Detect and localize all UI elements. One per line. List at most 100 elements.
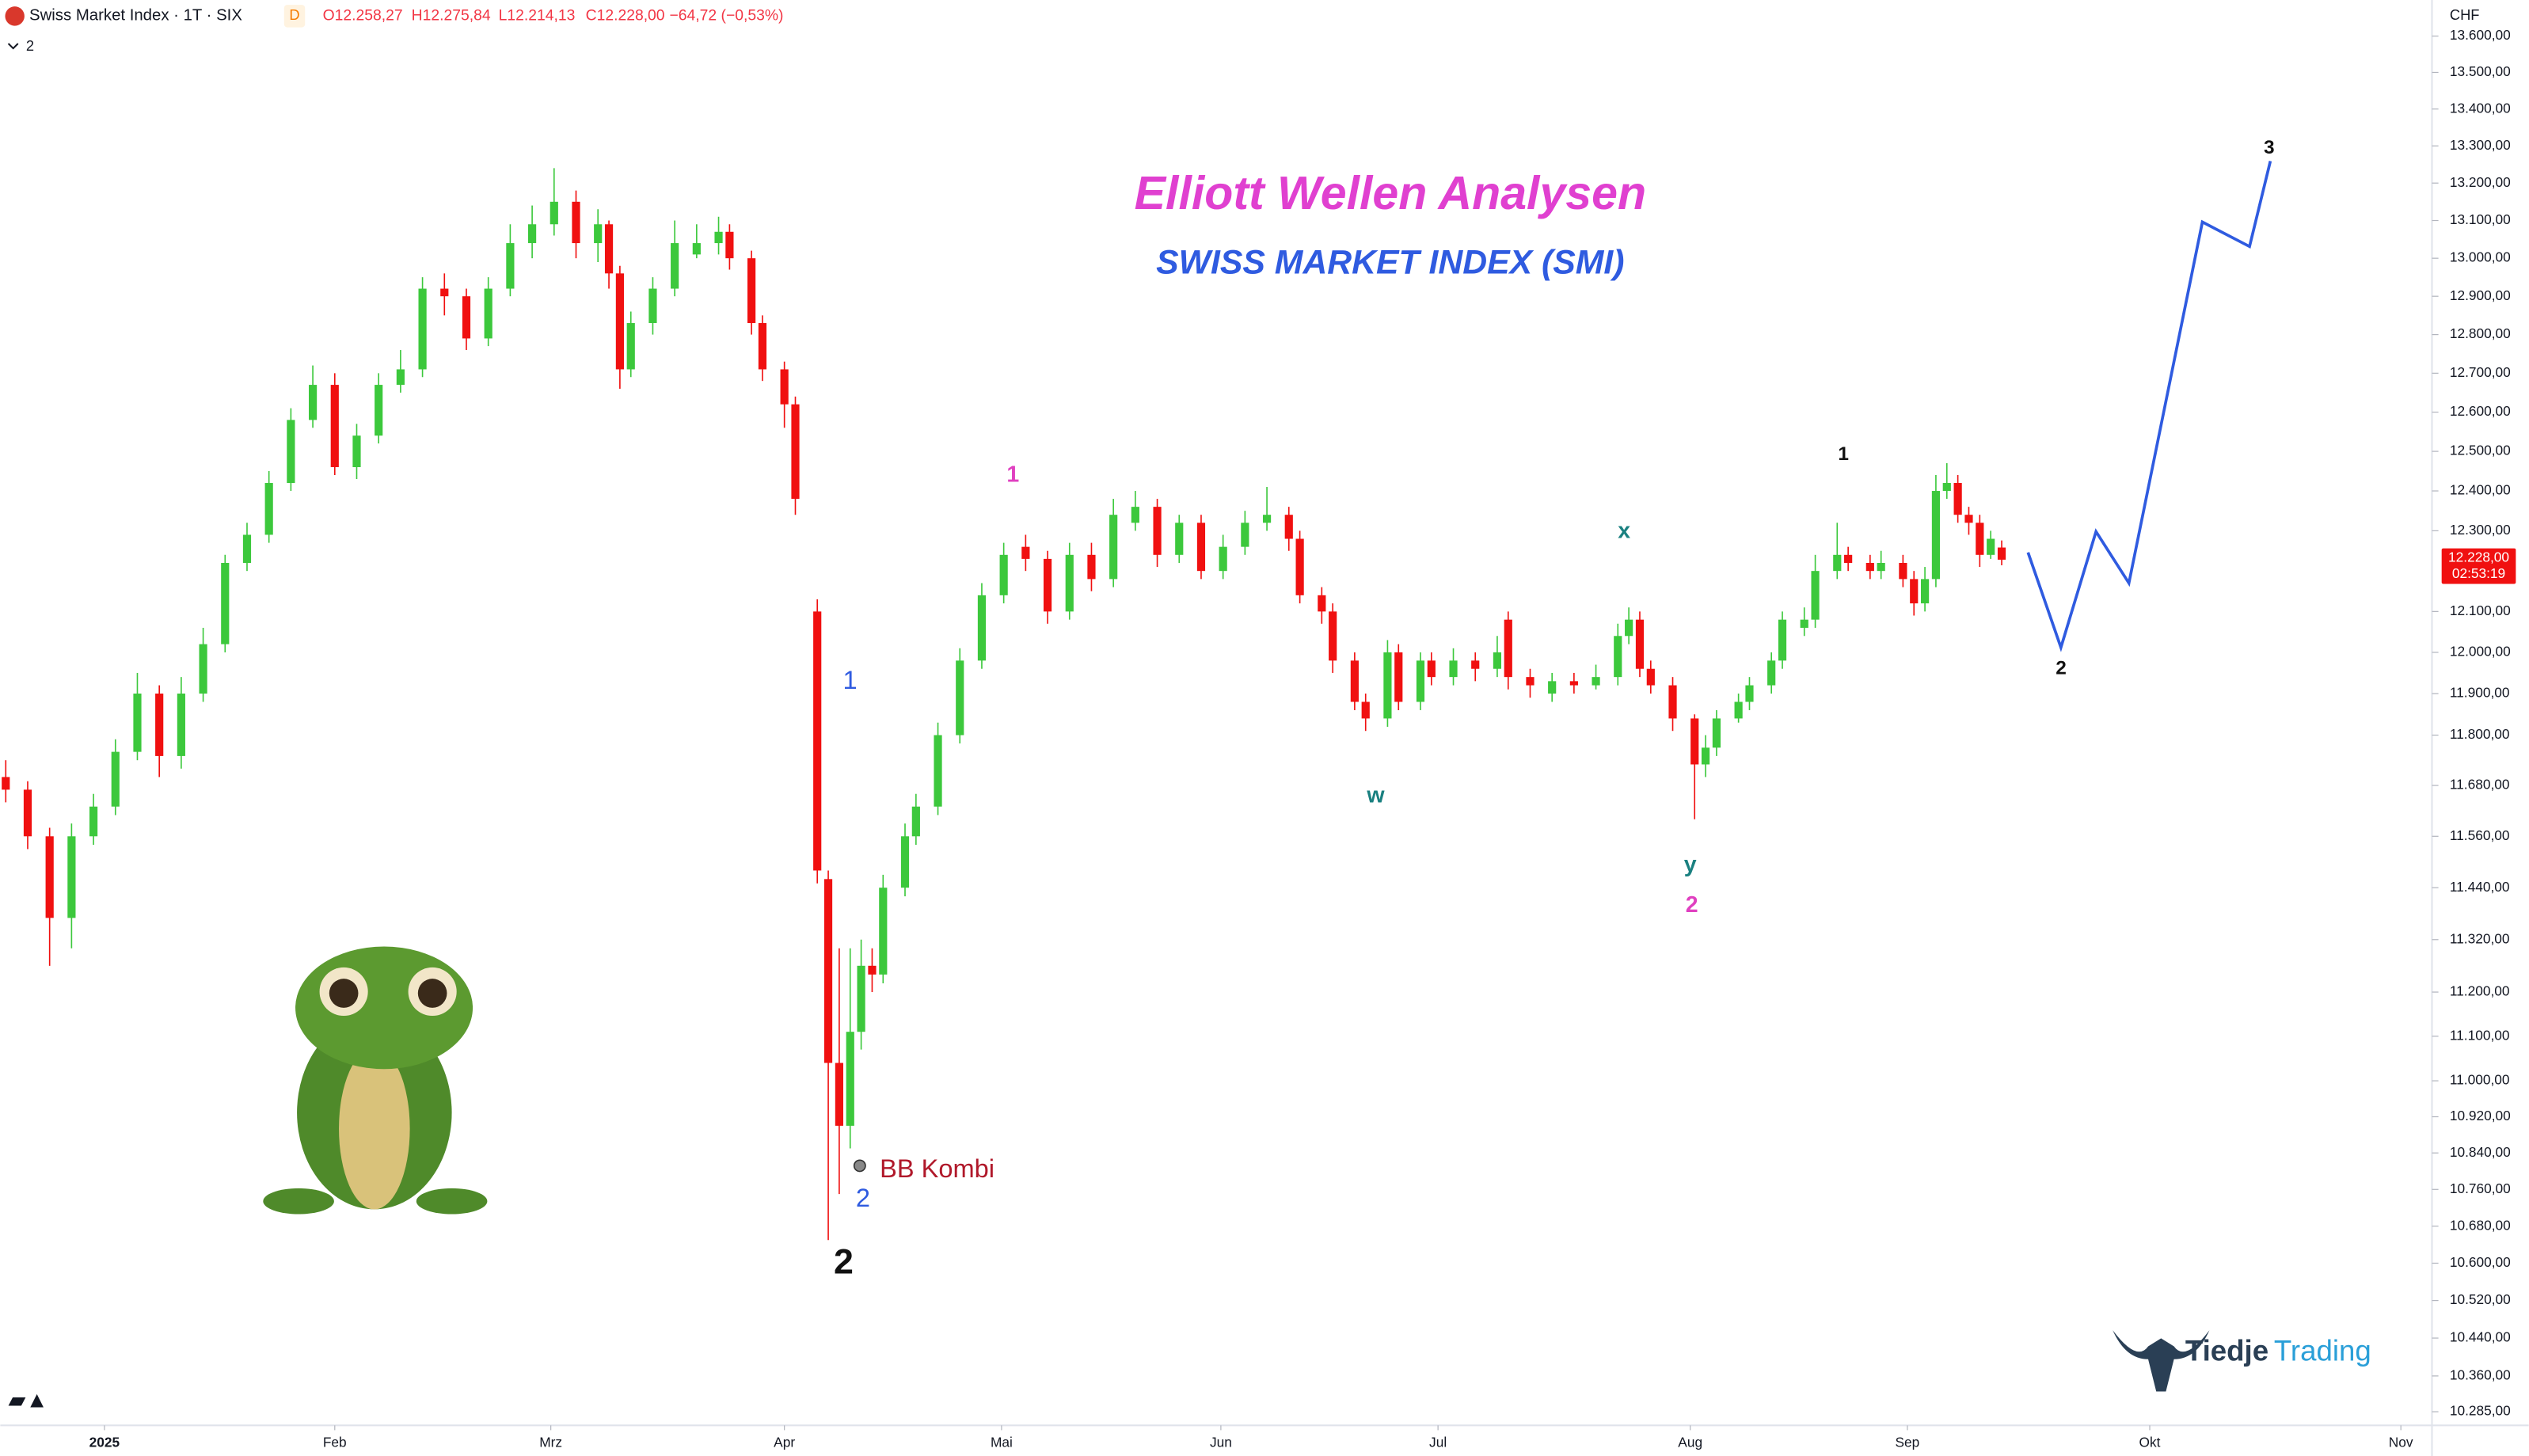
candle-body [1175, 523, 1184, 555]
candle-body [1383, 652, 1392, 719]
candle-body [111, 751, 120, 807]
candle-body [868, 965, 877, 975]
candle-body [1865, 562, 1874, 572]
candle-body [1241, 523, 1249, 547]
badge [283, 5, 306, 28]
candle-body [714, 231, 723, 244]
y-tick-label: 11.900,00 [2450, 685, 2510, 701]
y-tick-label: 11.440,00 [2450, 879, 2510, 895]
wave-label: 2 [856, 1184, 870, 1212]
candle-body [242, 534, 252, 563]
brand-logo: Tiedje Trading [2113, 1330, 2371, 1392]
candle-body [1953, 483, 1962, 515]
wave-label: 3 [2264, 137, 2275, 158]
candle-body [977, 595, 987, 661]
price-label-box [2441, 548, 2516, 584]
y-tick-label: 10.440,00 [2450, 1329, 2511, 1345]
plot: 13.600,00 13.500,00 13.400,00 13.300,00 13.2… [2, 27, 2516, 1450]
y-tick-label: 10.285,00 [2450, 1403, 2511, 1419]
candle-body [1701, 747, 1710, 765]
wave-label: w [1366, 783, 1385, 808]
candle-body [1416, 660, 1425, 702]
y-tick-label: 11.200,00 [2450, 983, 2510, 999]
candle-body [780, 369, 789, 405]
candle-body [1877, 562, 1885, 572]
y-tick-label: 13.400,00 [2450, 100, 2511, 116]
collapse-icon[interactable] [7, 43, 19, 50]
candle-body [462, 296, 471, 339]
candle-body [330, 385, 339, 468]
ohlc-close: C12.228,00 [586, 6, 665, 24]
candle-body [1800, 619, 1808, 628]
candle-body [900, 836, 910, 888]
candle-body [1262, 515, 1272, 523]
y-tick-label: 13.100,00 [2450, 211, 2511, 227]
candle-body [506, 243, 515, 289]
candle-body [1329, 611, 1337, 661]
brand-left: Tiedje [2185, 1334, 2268, 1367]
candle-body [823, 879, 833, 1063]
candle-body [1910, 579, 1919, 604]
candle-body [89, 806, 98, 837]
candle-body [1734, 701, 1743, 719]
y-tick-label: 13.200,00 [2450, 174, 2511, 190]
y-tick-label: 13.300,00 [2450, 137, 2511, 153]
ohlc-open: O12.258,27 [323, 6, 403, 24]
candle-body [1976, 523, 1984, 555]
candle-body [791, 404, 800, 500]
candle-body [1043, 558, 1052, 612]
wave-label: x [1618, 519, 1630, 544]
chart-title: Elliott Wellen Analysen [1135, 167, 1646, 219]
candle-body [418, 288, 427, 370]
x-tick-label: Okt [2139, 1434, 2161, 1450]
candle-body [1767, 660, 1776, 686]
candle-body [1569, 681, 1578, 686]
candle-body [1153, 507, 1162, 555]
candle-body [1318, 595, 1326, 612]
candle-body [857, 965, 865, 1032]
chart-subtitle: SWISS MARKET INDEX (SMI) [1156, 243, 1624, 281]
wave-label: 2 [2056, 658, 2067, 679]
candle-body [23, 789, 32, 837]
y-tick-label: 10.360,00 [2450, 1367, 2511, 1382]
candle-body [133, 694, 142, 752]
x-tick-label: Mai [991, 1434, 1013, 1450]
candle-body [1635, 619, 1645, 669]
candle-body [1833, 554, 1842, 572]
candle-body [308, 385, 318, 420]
y-tick-label: 10.840,00 [2450, 1144, 2511, 1160]
candle-body [956, 660, 964, 736]
candle-body [440, 288, 449, 297]
y-tick-label: 12.500,00 [2450, 443, 2511, 458]
x-tick-label: Mrz [539, 1434, 562, 1450]
candle-body [1284, 515, 1293, 539]
candle-body [1646, 668, 1655, 686]
x-tick-label: Nov [2389, 1434, 2413, 1450]
brand-right: Trading [2274, 1334, 2371, 1367]
interval-badge: D [289, 6, 299, 23]
ohlc-high: H12.275,84 [412, 6, 491, 24]
candle-body [1021, 546, 1030, 559]
candle-body [846, 1032, 854, 1126]
y-tick-label: 12.300,00 [2450, 522, 2511, 538]
candle-body [671, 243, 679, 289]
candle-body [604, 224, 614, 274]
candle-body [1087, 554, 1096, 580]
candle-body [1295, 538, 1304, 595]
x-tick-label: Jul [1429, 1434, 1447, 1450]
candle-body [879, 888, 888, 975]
candle-body [626, 323, 635, 370]
candle-body [615, 273, 624, 370]
candle-body [1471, 660, 1480, 669]
y-tick-label: 11.320,00 [2450, 930, 2510, 946]
y-tick-label: 10.680,00 [2450, 1217, 2511, 1233]
x-tick-label: Sep [1896, 1434, 1920, 1450]
symbol[interactable]: Swiss Market Index · 1T · SIX [29, 7, 242, 25]
candle-body [1109, 515, 1118, 580]
candle-body [1811, 571, 1820, 620]
candle-body [835, 1063, 843, 1126]
tv-logo[interactable]: ▰▲ [9, 1387, 48, 1412]
